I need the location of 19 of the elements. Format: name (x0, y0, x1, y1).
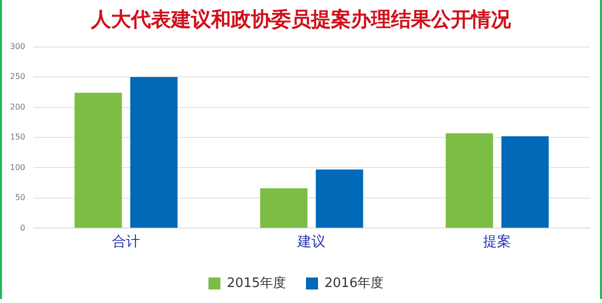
bar (260, 188, 308, 228)
bar (130, 77, 178, 228)
y-tick-label: 0 (20, 223, 26, 232)
bar (74, 92, 122, 228)
chart-title: 人大代表建议和政协委员提案办理结果公开情况 (90, 7, 512, 33)
y-tick-label: 250 (10, 72, 26, 82)
y-tick-label: 300 (10, 42, 26, 51)
x-tick-label: 建议 (296, 234, 326, 250)
legend-label: 2016年度 (324, 274, 384, 291)
bar (501, 136, 549, 228)
y-tick-label: 100 (10, 162, 26, 172)
y-tick-label: 150 (10, 132, 26, 142)
legend-label: 2015年度 (226, 274, 286, 291)
x-tick-label: 合计 (112, 234, 140, 250)
y-tick-label: 200 (10, 102, 26, 112)
y-tick-label: 50 (15, 193, 26, 202)
bar (446, 133, 494, 228)
x-tick-label: 提案 (483, 233, 512, 250)
bar (316, 170, 364, 228)
